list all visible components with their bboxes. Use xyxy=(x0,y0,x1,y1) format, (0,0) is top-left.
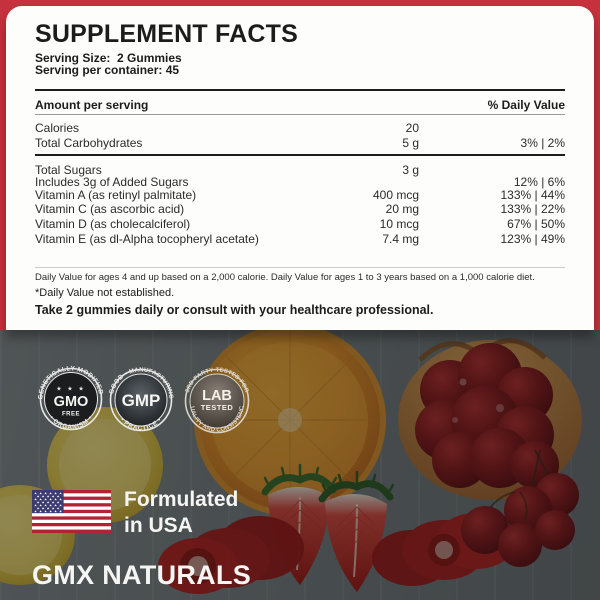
svg-text:GMO: GMO xyxy=(54,394,89,410)
svg-text:GMP: GMP xyxy=(122,391,161,410)
svg-text:LAB: LAB xyxy=(202,388,232,404)
svg-text:TESTED: TESTED xyxy=(201,403,234,412)
svg-text:★: ★ xyxy=(59,510,62,514)
svg-text:★: ★ xyxy=(49,510,52,514)
svg-text:FREE: FREE xyxy=(62,412,80,418)
svg-text:★: ★ xyxy=(34,510,37,514)
svg-text:★: ★ xyxy=(44,510,47,514)
svg-text:★: ★ xyxy=(39,510,42,514)
svg-text:★: ★ xyxy=(54,510,57,514)
svg-text:★ ★ ★: ★ ★ ★ xyxy=(56,386,85,393)
